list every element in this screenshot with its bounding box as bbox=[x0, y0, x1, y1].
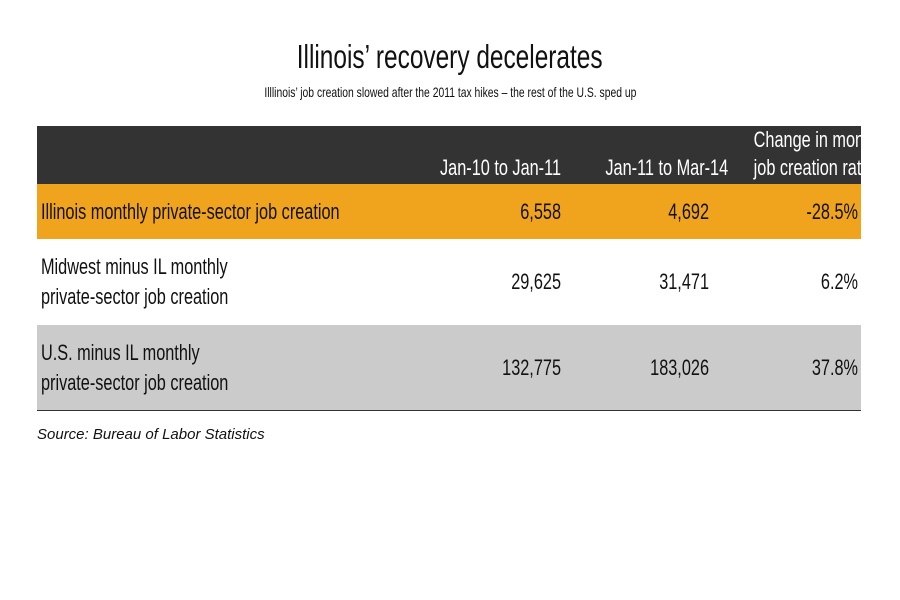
table-cell: 132,775 bbox=[502, 354, 561, 380]
row-label: Midwest minus IL monthly private-sector … bbox=[41, 254, 229, 309]
table-cell: 37.8% bbox=[811, 354, 858, 380]
source-note: Source: Bureau of Labor Statistics bbox=[37, 426, 265, 443]
table-header: Jan-10 to Jan-11 Jan-11 to Mar-14 Change… bbox=[37, 126, 890, 184]
column-header: Jan-11 to Mar-14 bbox=[605, 155, 729, 180]
table-cell: 6.2% bbox=[820, 269, 858, 294]
table-row: U.S. minus IL monthly private-sector job… bbox=[37, 325, 861, 411]
column-header: Jan-10 to Jan-11 bbox=[440, 155, 561, 180]
row-label: Illinois monthly private-sector job crea… bbox=[41, 198, 340, 224]
table-cell: 29,625 bbox=[511, 269, 561, 294]
table-cell: 6,558 bbox=[520, 198, 561, 224]
table-row: Midwest minus IL monthly private-sector … bbox=[37, 239, 861, 325]
data-table: Jan-10 to Jan-11 Jan-11 to Mar-14 Change… bbox=[37, 126, 890, 411]
chart-title: Illinois’ recovery decelerates bbox=[297, 38, 603, 75]
table-cell: 183,026 bbox=[650, 354, 709, 380]
chart-subtitle: Illlinois’ job creation slowed after the… bbox=[263, 84, 637, 100]
table-cell: -28.5% bbox=[806, 198, 858, 224]
table-cell: 31,471 bbox=[659, 269, 709, 294]
row-label: U.S. minus IL monthly private-sector job… bbox=[41, 339, 229, 395]
table-cell: 4,692 bbox=[668, 198, 709, 224]
table-row: Illinois monthly private-sector job crea… bbox=[37, 184, 861, 239]
column-header: Change in monthly job creation rate bbox=[753, 127, 890, 180]
